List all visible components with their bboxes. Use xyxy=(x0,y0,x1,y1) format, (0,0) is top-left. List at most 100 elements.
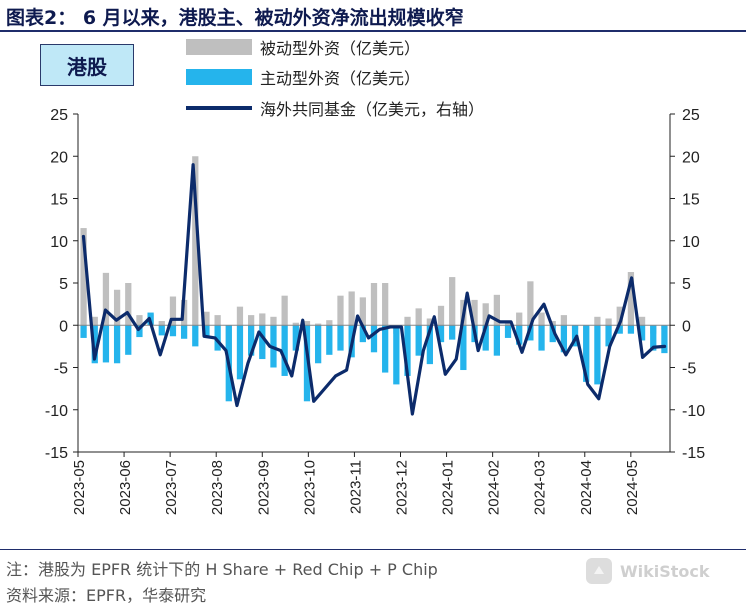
bar-passive xyxy=(449,277,456,326)
bar-active xyxy=(180,325,188,339)
legend-swatch-active xyxy=(186,69,252,85)
bar-active xyxy=(91,325,98,364)
right-tick-label: -15 xyxy=(682,445,705,462)
right-tick-label: -10 xyxy=(682,403,705,420)
bar-passive xyxy=(348,291,355,326)
bar-passive xyxy=(113,289,121,326)
bar-passive xyxy=(404,316,411,326)
bar-passive xyxy=(516,312,523,326)
left-tick-label: -10 xyxy=(45,403,68,420)
right-tick-label: 0 xyxy=(682,318,691,335)
fund-line xyxy=(81,163,667,416)
legend-item-active: 主动型外资（亿美元） xyxy=(186,66,420,88)
legend-label-passive: 被动型外资（亿美元） xyxy=(260,39,421,58)
bar-passive xyxy=(594,316,601,326)
bar-active xyxy=(560,325,568,353)
bar-active xyxy=(281,325,288,376)
bar-active xyxy=(493,325,500,356)
bar-passive xyxy=(370,283,378,326)
bar-active xyxy=(259,325,266,360)
bar-active xyxy=(337,325,344,351)
bar-passive xyxy=(214,315,221,326)
bar-passive xyxy=(482,303,489,326)
bar-passive xyxy=(91,316,98,326)
bar-passive xyxy=(281,295,288,326)
bar-active xyxy=(113,325,121,364)
right-tick-label: -5 xyxy=(682,361,696,378)
bar-active xyxy=(326,325,333,355)
month-label: 2023-09 xyxy=(255,460,272,515)
chart-title: 图表2： 6 月以来，港股主、被动外资净流出规模收窄 xyxy=(6,7,464,29)
month-label: 2023-07 xyxy=(163,460,180,515)
bar-passive xyxy=(192,156,199,326)
bar-active xyxy=(248,325,255,356)
month-label: 2023-10 xyxy=(301,460,318,515)
bar-active xyxy=(426,325,433,365)
bar-passive xyxy=(560,315,568,326)
left-tick-label: -5 xyxy=(54,361,68,378)
bar-active xyxy=(315,325,322,364)
bar-active xyxy=(102,325,110,363)
watermark-logo-icon xyxy=(586,558,612,584)
month-label: 2023-11 xyxy=(347,460,364,514)
bar-active xyxy=(583,325,590,382)
bar-active xyxy=(527,325,534,341)
month-label: 2023-05 xyxy=(71,460,88,515)
watermark: WikiStock xyxy=(586,558,710,584)
bar-passive xyxy=(627,272,635,326)
bar-active xyxy=(594,325,601,385)
left-tick-label: 10 xyxy=(50,234,68,251)
month-label: 2023-08 xyxy=(209,460,226,515)
bar-active xyxy=(504,325,512,338)
month-label: 2023-06 xyxy=(117,460,134,515)
bar-passive xyxy=(158,321,165,326)
left-tick-label: 25 xyxy=(50,107,68,124)
bar-active xyxy=(616,325,623,334)
bar-passive xyxy=(549,321,556,326)
legend-item-passive: 被动型外资（亿美元） xyxy=(186,36,420,58)
bar-active xyxy=(404,325,411,376)
legend-label-fund: 海外共同基金（亿美元，右轴） xyxy=(260,100,485,119)
legend-label-active: 主动型外资（亿美元） xyxy=(260,69,421,88)
bar-passive xyxy=(426,318,433,326)
legend-swatch-fund xyxy=(186,106,252,110)
bar-passive xyxy=(102,272,110,326)
bar-passive xyxy=(527,281,534,326)
bar-passive xyxy=(359,297,366,326)
bar-passive xyxy=(337,295,344,326)
month-label: 2023-12 xyxy=(393,460,410,515)
bar-passive xyxy=(169,296,177,326)
right-tick-label: 5 xyxy=(682,276,691,293)
bar-active xyxy=(169,325,177,337)
bar-active xyxy=(605,325,612,347)
bar-active xyxy=(382,325,389,373)
bar-active xyxy=(192,325,199,347)
bar-passive xyxy=(315,323,322,326)
bar-active xyxy=(437,325,445,343)
right-tick-label: 25 xyxy=(682,107,700,124)
panel-label: 港股 xyxy=(40,44,134,86)
bar-active xyxy=(638,325,646,341)
bar-passive xyxy=(203,311,210,326)
bar-active xyxy=(516,325,523,345)
bar-passive xyxy=(270,316,277,326)
legend-swatch-passive xyxy=(186,39,252,55)
bar-passive xyxy=(616,306,623,326)
bar-passive xyxy=(605,318,612,326)
bar-active xyxy=(393,325,400,385)
bar-active xyxy=(136,325,143,338)
month-label: 2024-05 xyxy=(624,460,641,515)
right-tick-label: 20 xyxy=(682,149,700,166)
legend-item-fund: 海外共同基金（亿美元，右轴） xyxy=(186,97,484,119)
title-bar: 图表2： 6 月以来，港股主、被动外资净流出规模收窄 xyxy=(0,0,746,32)
bar-active xyxy=(460,325,467,371)
bar-passive xyxy=(382,283,389,326)
bar-passive xyxy=(236,306,244,326)
bar-active xyxy=(538,325,545,351)
bar-active xyxy=(549,325,556,343)
bar-active xyxy=(236,325,244,380)
bar-active xyxy=(214,325,221,351)
month-label: 2024-01 xyxy=(440,460,457,515)
bar-passive xyxy=(259,313,266,326)
month-label: 2024-03 xyxy=(532,460,549,515)
